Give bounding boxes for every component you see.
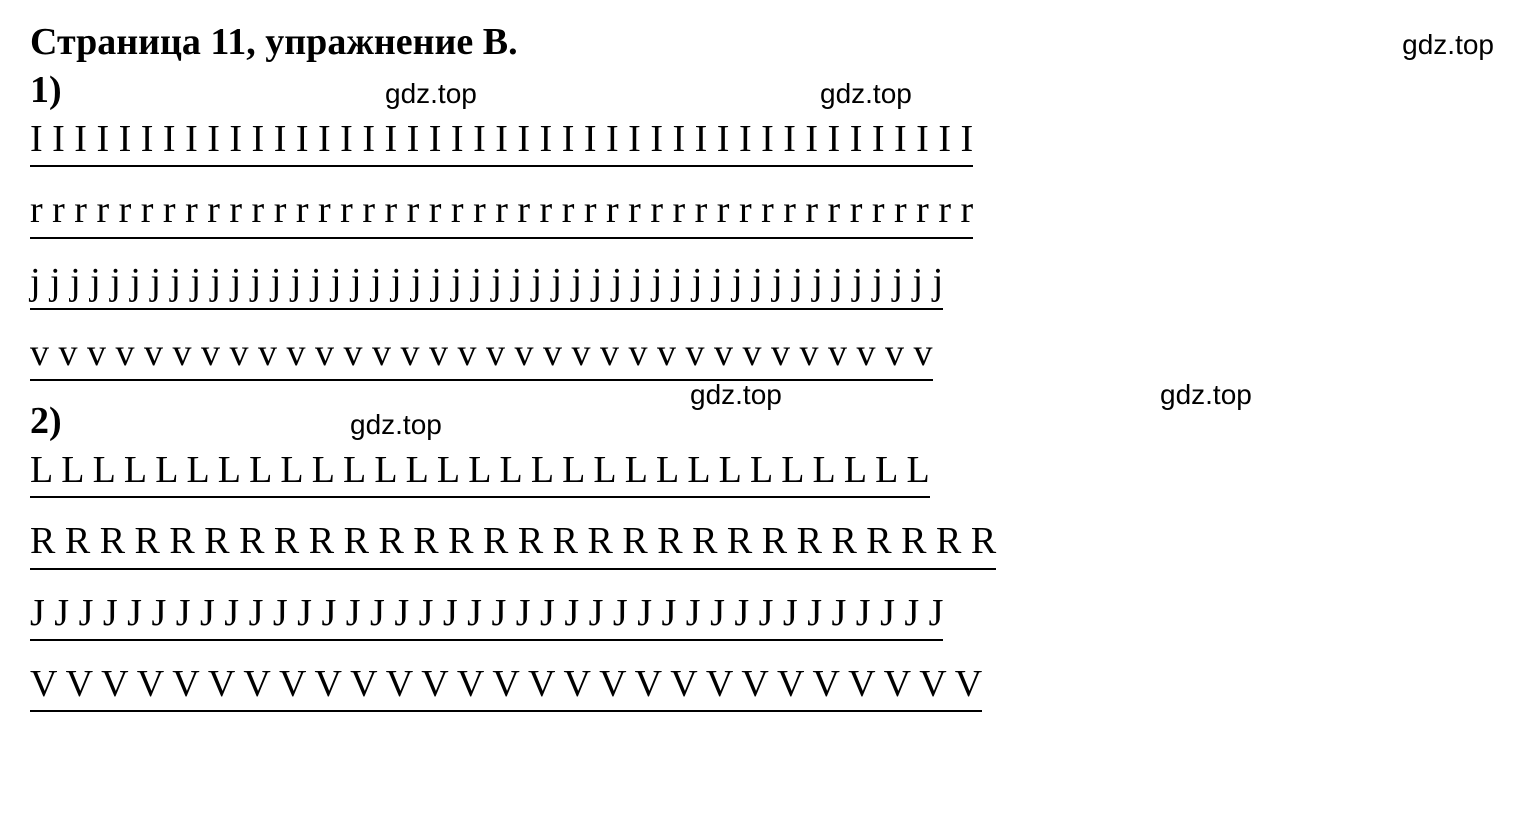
letter-line-container: I I I I I I I I I I I I I I I I I I I I … [30,114,1494,177]
watermark: gdz.top [385,78,477,110]
letter-line: J J J J J J J J J J J J J J J J J J J J … [30,588,943,641]
letter-line: I I I I I I I I I I I I I I I I I I I I … [30,114,973,167]
letter-line: R R R R R R R R R R R R R R R R R R R R … [30,516,996,569]
watermark: gdz.top [820,78,912,110]
watermark-top-right: gdz.top [1402,29,1494,61]
letter-line-container: r r r r r r r r r r r r r r r r r r r r … [30,185,1494,248]
letter-line-container: J J J J J J J J J J J J J J J J J J J J … [30,588,1494,651]
header-row: Страница 11, упражнение B. gdz.top [30,20,1494,64]
section-label: 2) [30,399,1494,443]
sections-container: 1)gdz.topgdz.topI I I I I I I I I I I I … [30,68,1494,722]
letter-line: r r r r r r r r r r r r r r r r r r r r … [30,185,973,238]
section-label: 1) [30,68,1494,112]
watermark: gdz.top [350,409,442,441]
section-1: 1)gdz.top gdz.top I I I I I I I I I I I I … [30,68,1494,391]
section-2: 2)gdz.top L L L L L L L L L L L L L L L L… [30,399,1494,722]
letter-line-container: V V V V V V V V V V V V V V V V V V V V … [30,659,1494,722]
letter-line: V V V V V V V V V V V V V V V V V V V V … [30,659,982,712]
letter-line-container: L L L L L L L L L L L L L L L L L L L L … [30,445,1494,508]
letter-line: v v v v v v v v v v v v v v v v v v v v … [30,328,933,381]
letter-line-container: R R R R R R R R R R R R R R R R R R R R … [30,516,1494,579]
letter-line: j j j j j j j j j j j j j j j j j j j j … [30,257,943,310]
letter-line-container: j j j j j j j j j j j j j j j j j j j j … [30,257,1494,320]
page-title: Страница 11, упражнение B. [30,20,518,64]
letter-line: L L L L L L L L L L L L L L L L L L L L … [30,445,930,498]
